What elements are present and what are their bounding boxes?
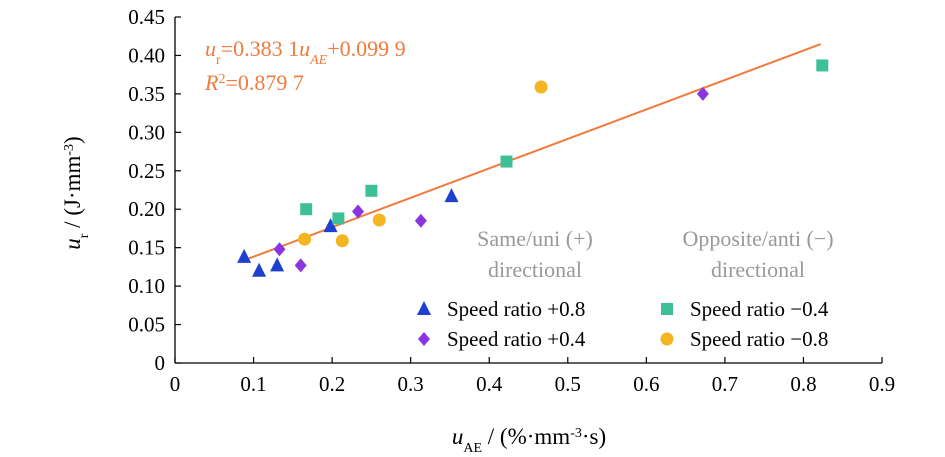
x-tick-label: 0.2 <box>319 372 345 396</box>
x-axis-title: uAE / (%·mm-3·s) <box>452 424 606 456</box>
equation-lhs-variable: u <box>205 36 216 61</box>
x-tick-label: 0.4 <box>476 372 503 396</box>
legend-marker-speed-ratio-minus-0.4 <box>661 303 673 315</box>
region-label-same-line2: directional <box>488 257 582 282</box>
x-axis-title-variable: u <box>452 424 464 449</box>
y-axis-title-variable: u <box>60 238 85 250</box>
data-point-circle <box>298 232 312 246</box>
legend-label-speed-ratio-plus-0.8: Speed ratio +0.8 <box>447 297 585 321</box>
x-tick-label: 0.7 <box>712 372 738 396</box>
x-tick-label: 0.6 <box>633 372 659 396</box>
y-tick-label: 0.35 <box>128 82 165 106</box>
data-point-triangle <box>444 188 459 203</box>
data-point-triangle <box>323 218 338 233</box>
y-tick-label: 0 <box>155 351 166 375</box>
r-squared-exponent: 2 <box>218 72 225 87</box>
data-point-square <box>332 212 345 225</box>
legend-marker-symbol <box>660 332 674 346</box>
data-point-square <box>816 59 829 72</box>
data-point-square <box>500 155 513 168</box>
data-point-diamond <box>414 213 427 228</box>
x-tick-label: 0.5 <box>555 372 581 396</box>
equation-intercept: +0.099 9 <box>327 36 405 61</box>
data-point-triangle <box>252 262 267 277</box>
x-tick-label: 0.9 <box>869 372 895 396</box>
y-axis-title-subscript: r <box>77 233 92 238</box>
legend-label-speed-ratio-minus-0.8: Speed ratio −0.8 <box>690 327 828 351</box>
y-tick-label: 0.20 <box>128 197 165 221</box>
y-axis-title-exponent: -3 <box>62 144 77 156</box>
legend-marker-symbol <box>417 301 431 315</box>
y-tick-label: 0.25 <box>128 159 165 183</box>
legend-marker-speed-ratio-plus-0.4 <box>418 332 430 346</box>
data-point-square <box>365 184 378 197</box>
legend-label-speed-ratio-minus-0.4: Speed ratio −0.4 <box>690 297 829 321</box>
r-squared-symbol: R <box>204 70 219 95</box>
x-axis-title-exponent: -3 <box>570 426 582 441</box>
data-point-diamond <box>294 258 307 273</box>
data-point-diamond <box>352 204 365 219</box>
y-tick-label: 0.40 <box>128 43 165 67</box>
y-tick-label: 0.05 <box>128 313 165 337</box>
legend-marker-speed-ratio-plus-0.8 <box>417 301 431 315</box>
fit-line <box>241 43 822 263</box>
x-tick-label: 0.8 <box>790 372 816 396</box>
equation-rhs-subscript: AE <box>309 53 328 68</box>
equation-slope: =0.383 1 <box>221 36 299 61</box>
region-label-opposite-line1: Opposite/anti (−) <box>682 226 833 251</box>
equation-rhs-variable: u <box>299 36 310 61</box>
y-tick-label: 0.10 <box>128 274 165 298</box>
legend-marker-symbol <box>661 303 673 315</box>
data-point-square <box>300 203 313 216</box>
y-axis-title-unit-end: ) <box>60 136 85 144</box>
region-label-same-line1: Same/uni (+) <box>477 226 593 251</box>
data-point-triangle <box>270 257 285 272</box>
x-axis-title-unit-end: ·s) <box>582 424 606 449</box>
data-point-circle <box>534 80 548 94</box>
r-squared-label: R2=0.879 7 <box>204 70 304 95</box>
legend-marker-symbol <box>418 332 430 346</box>
legend-label-speed-ratio-plus-0.4: Speed ratio +0.4 <box>447 327 586 351</box>
y-axis-title-unit: / (J·mm <box>60 156 85 234</box>
x-tick-label: 0.1 <box>240 372 266 396</box>
data-point-diamond <box>696 86 709 101</box>
r-squared-value: =0.879 7 <box>225 70 303 95</box>
equation-lhs-subscript: r <box>216 53 221 68</box>
y-tick-label: 0.45 <box>128 5 165 29</box>
data-point-circle <box>335 234 349 248</box>
regression-equation: ur=0.383 1uAE+0.099 9 <box>205 36 406 68</box>
x-tick-label: 0 <box>170 372 181 396</box>
legend-marker-speed-ratio-minus-0.8 <box>660 332 674 346</box>
region-label-opposite-line2: directional <box>711 257 805 282</box>
y-tick-label: 0.30 <box>128 120 165 144</box>
data-point-circle <box>372 213 386 227</box>
data-point-diamond <box>273 242 286 257</box>
y-tick-label: 0.15 <box>128 236 165 260</box>
y-axis-title: ur / (J·mm-3) <box>60 136 92 249</box>
legend: Speed ratio +0.8 Speed ratio +0.4 Speed … <box>417 297 829 351</box>
x-axis-title-subscript: AE <box>463 441 482 456</box>
data-point-triangle <box>237 248 252 263</box>
x-tick-label: 0.3 <box>398 372 424 396</box>
x-axis-title-unit: / (%·mm <box>482 424 570 449</box>
